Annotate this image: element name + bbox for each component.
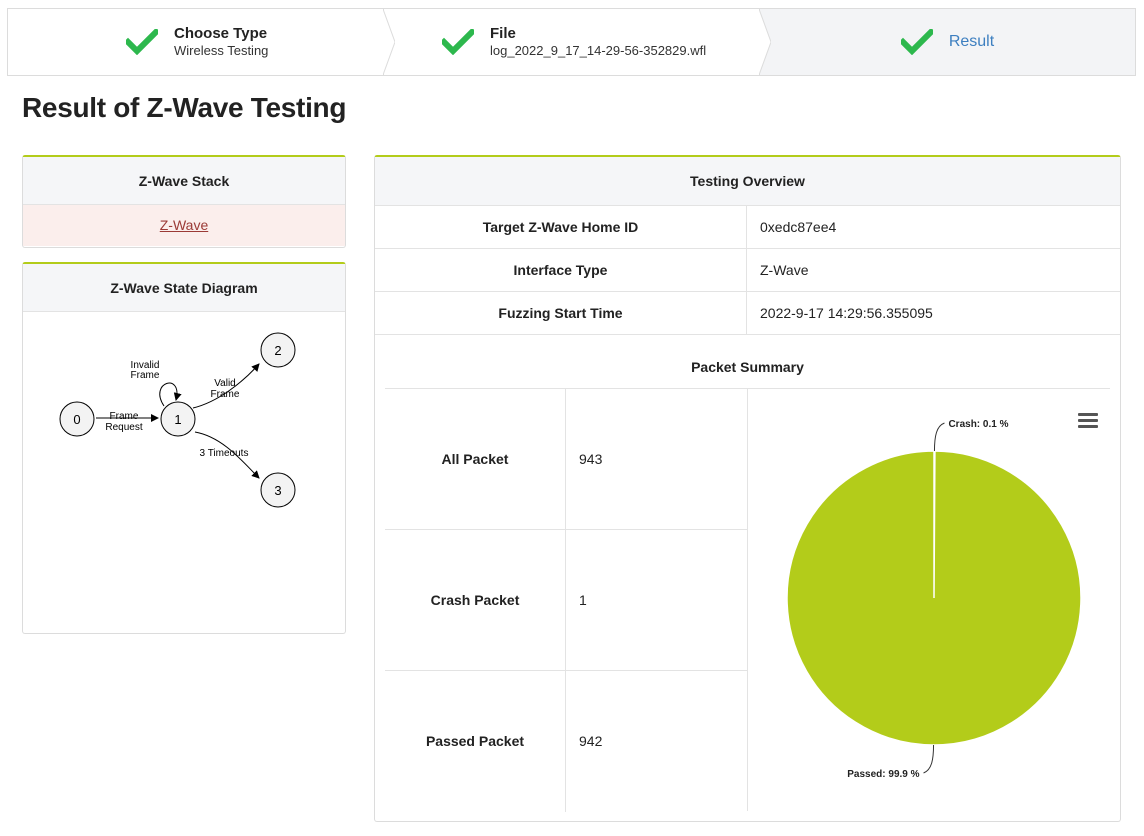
node-label: 3 <box>274 483 281 498</box>
chevron-separator <box>759 9 771 75</box>
stack-card-header: Z-Wave Stack <box>23 157 345 205</box>
packet-value: 1 <box>579 592 587 608</box>
packet-value: 943 <box>579 451 603 467</box>
packet-row: Crash Packet 1 <box>385 530 748 671</box>
edge-label: Invalid <box>131 360 160 371</box>
wizard-steps: Choose Type Wireless Testing File log_20… <box>7 8 1136 76</box>
packet-divider <box>747 389 748 811</box>
edge-label: 3 Timeouts <box>200 448 249 459</box>
node-label: 1 <box>174 412 181 427</box>
testing-overview-header: Testing Overview <box>375 157 1120 206</box>
node-label: 0 <box>73 412 80 427</box>
edge-invalid-frame <box>159 382 182 407</box>
node-label: 2 <box>274 343 281 358</box>
stack-card: Z-Wave Stack Z-Wave <box>22 155 346 248</box>
crash-leader-line <box>933 422 945 452</box>
edge-label: Frame <box>211 389 240 400</box>
step-title: Result <box>948 33 995 50</box>
packet-summary-title: Packet Summary <box>385 346 1110 389</box>
stack-body: Z-Wave <box>23 205 345 246</box>
overview-key: Target Z-Wave Home ID <box>375 206 747 248</box>
overview-row: Fuzzing Start Time 2022-9-17 14:29:56.35… <box>375 292 1120 335</box>
edge-timeouts <box>194 431 260 479</box>
pie-slice-passed[interactable] <box>786 450 1082 746</box>
overview-key: Interface Type <box>375 249 747 291</box>
step-subtitle: log_2022_9_17_14-29-56-352829.wfl <box>490 43 707 58</box>
testing-overview-card: Testing Overview Target Z-Wave Home ID 0… <box>374 155 1121 822</box>
edge-label: Request <box>105 422 142 433</box>
state-diagram: 0 1 2 3 Frame Request Invalid Frame Vali… <box>59 332 296 508</box>
packet-summary-table: All Packet 943 Crash Packet 1 Passed Pac… <box>385 389 748 812</box>
overview-row: Interface Type Z-Wave <box>375 249 1120 292</box>
stack-link[interactable]: Z-Wave <box>159 217 209 233</box>
packet-key: All Packet <box>385 389 566 529</box>
pie-svg: Crash: 0.1 % Passed: 99.9 % <box>786 419 1082 780</box>
step-title: File <box>490 25 516 42</box>
edge-label: Frame <box>131 370 160 381</box>
packet-value: 942 <box>579 733 603 749</box>
passed-leader-line <box>923 744 935 774</box>
crash-data-label: Crash: 0.1 % <box>948 419 1008 430</box>
check-icon <box>442 29 474 55</box>
packet-row: Passed Packet 942 <box>385 671 748 812</box>
check-icon <box>126 29 158 55</box>
packet-key: Passed Packet <box>385 671 566 812</box>
hamburger-icon[interactable] <box>1078 413 1098 429</box>
overview-value: 2022-9-17 14:29:56.355095 <box>760 305 933 321</box>
step-file[interactable]: File log_2022_9_17_14-29-56-352829.wfl <box>383 9 771 75</box>
step-choose-type[interactable]: Choose Type Wireless Testing <box>8 9 395 75</box>
step-title: Choose Type <box>174 25 268 42</box>
edge-label: Valid <box>214 378 236 389</box>
overview-row: Target Z-Wave Home ID 0xedc87ee4 <box>375 206 1120 249</box>
passed-data-label: Passed: 99.9 % <box>847 769 919 780</box>
chevron-separator <box>383 9 395 75</box>
state-diagram-card: Z-Wave State Diagram 0 1 2 3 Frame Requ <box>22 262 346 634</box>
page-title: Result of Z-Wave Testing <box>22 92 347 123</box>
step-result[interactable]: Result <box>759 9 1135 75</box>
step-subtitle: Wireless Testing <box>174 43 269 58</box>
overview-value: Z-Wave <box>760 262 809 278</box>
packet-pie-chart: Crash: 0.1 % Passed: 99.9 % <box>748 389 1110 811</box>
edge-label: Frame <box>110 411 139 422</box>
overview-value: 0xedc87ee4 <box>760 219 837 235</box>
check-icon <box>900 29 933 55</box>
packet-row: All Packet 943 <box>385 389 748 530</box>
state-diagram-header: Z-Wave State Diagram <box>23 264 345 312</box>
overview-key: Fuzzing Start Time <box>375 292 747 334</box>
edge-valid-frame <box>192 363 260 409</box>
packet-key: Crash Packet <box>385 530 566 670</box>
